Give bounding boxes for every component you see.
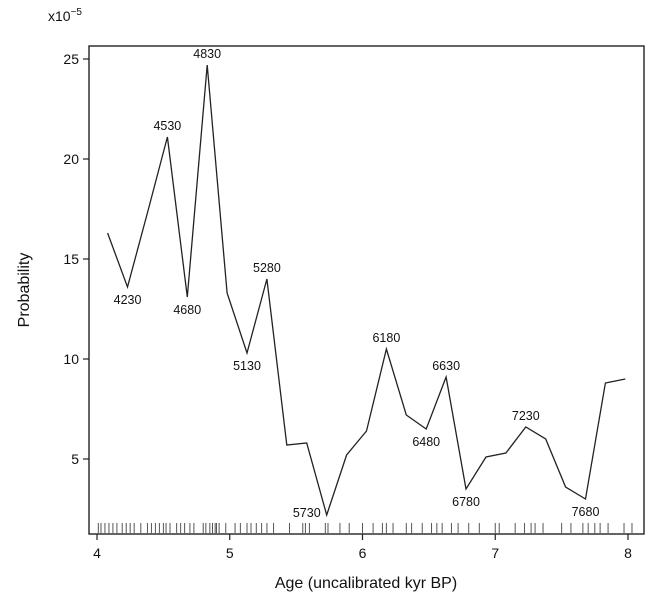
annotation-label: 6780 — [452, 495, 480, 509]
y-tick-label: 15 — [63, 251, 79, 267]
annotation-label: 6630 — [432, 359, 460, 373]
x-axis-label: Age (uncalibrated kyr BP) — [275, 575, 457, 592]
y-tick-label: 20 — [63, 151, 79, 167]
y-multiplier-label: x10−5 — [48, 7, 82, 24]
y-axis: 5 10 15 20 25 — [63, 51, 89, 467]
x-tick-label: 6 — [359, 545, 367, 561]
annotation-label: 4530 — [153, 119, 181, 133]
plot-frame — [88, 45, 645, 535]
y-multiplier-exponent: −5 — [71, 7, 83, 18]
annotation-label: 5730 — [293, 506, 321, 520]
y-tick-label: 5 — [71, 451, 79, 467]
annotation-label: 6480 — [412, 435, 440, 449]
annotation-label: 6180 — [372, 331, 400, 345]
rug-marks — [97, 523, 633, 533]
annotation-label: 4830 — [193, 47, 221, 61]
annotation-label: 5130 — [233, 359, 261, 373]
x-axis: 4 5 6 7 8 — [93, 534, 632, 561]
annotation-label: 5280 — [253, 261, 281, 275]
x-tick-label: 4 — [93, 545, 101, 561]
series-line — [106, 64, 626, 518]
y-tick-label: 25 — [63, 51, 79, 67]
y-multiplier-base: x10 — [48, 8, 71, 24]
y-axis-label: Probability — [16, 253, 33, 328]
peak-annotations: 4230 4530 4680 4830 5130 5280 5730 6180 6480 6630… — [114, 47, 600, 520]
x-tick-label: 8 — [624, 545, 632, 561]
annotation-label: 4230 — [114, 293, 142, 307]
annotation-label: 7680 — [572, 505, 600, 519]
y-tick-label: 10 — [63, 351, 79, 367]
annotation-label: 4680 — [173, 303, 201, 317]
x-tick-label: 5 — [226, 545, 234, 561]
x-tick-label: 7 — [491, 545, 499, 561]
annotation-label: 7230 — [512, 409, 540, 423]
